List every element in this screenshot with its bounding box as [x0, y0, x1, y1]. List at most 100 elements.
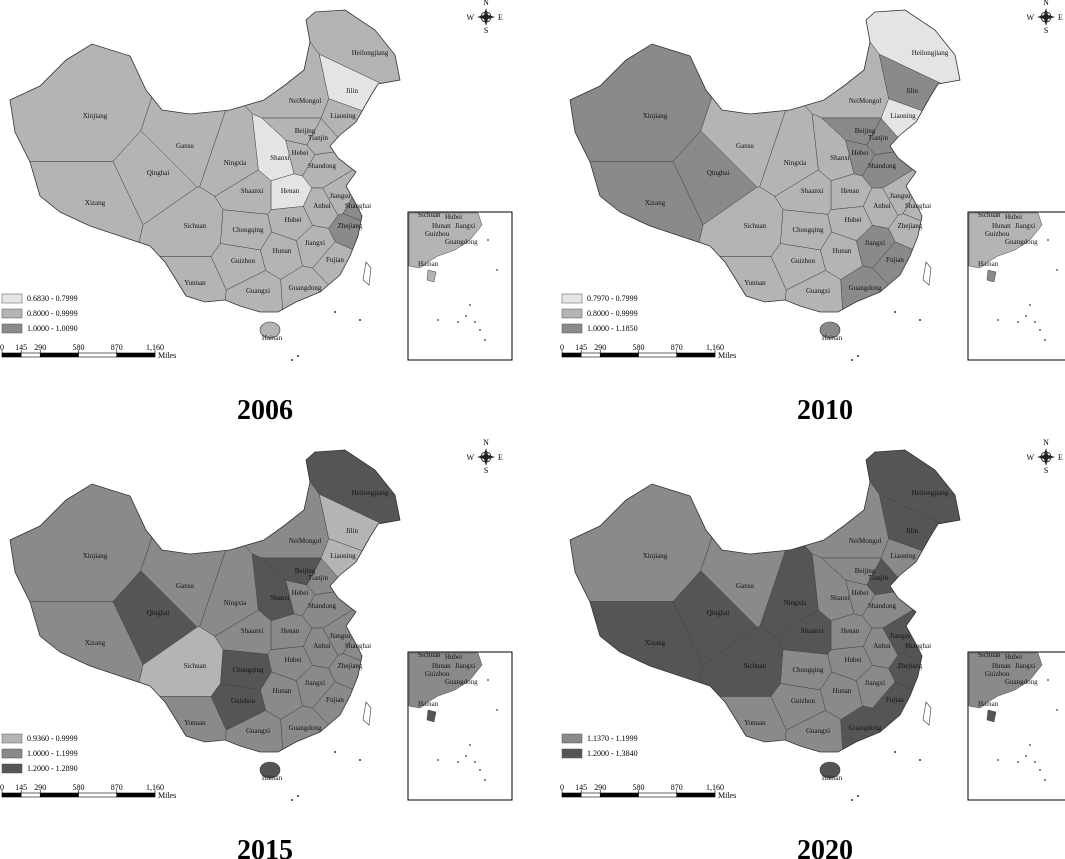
- province-label: Xinjiang: [643, 112, 668, 120]
- province: [320, 98, 400, 160]
- province-label: Hunan: [273, 247, 292, 255]
- hainan-outline: [259, 321, 281, 339]
- country-outline: [9, 449, 401, 753]
- province-label: NeiMongol: [289, 537, 321, 545]
- province-label: Anhui: [313, 642, 331, 650]
- island: [334, 751, 336, 753]
- panel-year: 2010: [797, 395, 853, 426]
- inset-island: [484, 339, 486, 341]
- inset-island: [479, 769, 481, 771]
- inset-island: [487, 239, 489, 241]
- inset-island: [474, 761, 476, 763]
- province-label: Shanghai: [345, 202, 371, 210]
- taiwan: [922, 261, 932, 286]
- province-label: Beijing: [855, 567, 876, 575]
- province-label: Yunnan: [744, 719, 766, 727]
- province: [199, 90, 259, 197]
- compass-label: W: [466, 453, 474, 462]
- legend-swatch: [1, 323, 23, 334]
- scale-segment: [561, 792, 582, 798]
- province-label: Hebei: [852, 589, 869, 597]
- legend-label: 1.0000 - 1.1850: [587, 324, 638, 333]
- province-label: Shanxi: [270, 154, 290, 162]
- province-label: Xizang: [645, 199, 666, 207]
- compass-label: E: [1058, 13, 1063, 22]
- province-label: Jilin: [346, 527, 359, 535]
- province-label: Xinjiang: [83, 552, 108, 560]
- province-label: Guangdong: [849, 284, 882, 292]
- inset-island: [484, 779, 486, 781]
- compass-rose: [477, 8, 495, 26]
- province: [759, 90, 819, 197]
- compass-label: N: [483, 438, 489, 447]
- legend-swatch: [1, 748, 23, 759]
- inset-label: Hunan: [432, 222, 451, 230]
- province-label: Shandong: [308, 162, 337, 170]
- compass-rose: [1037, 8, 1055, 26]
- province-label: Xizang: [85, 639, 106, 647]
- scale-label: 290: [34, 783, 46, 792]
- province-label: Zhejiang: [338, 222, 363, 230]
- inset-label: Guangdong: [1005, 678, 1038, 686]
- legend-swatch: [561, 733, 583, 744]
- province-label: Chongqing: [232, 666, 264, 674]
- map-panel: Heilongjiang Jilin Liaoning NeiMongol Xinjia…: [0, 438, 513, 859]
- scale-label: 1,160: [706, 783, 724, 792]
- scale-label: 290: [594, 343, 606, 352]
- inset-label: Jiangxi: [455, 222, 475, 230]
- province-label: Jiangsu: [890, 632, 912, 640]
- legend-swatch: [561, 293, 583, 304]
- legend-label: 1.0000 - 1.0090: [27, 324, 78, 333]
- inset-island: [1029, 304, 1031, 306]
- province-label: Shanghai: [905, 642, 931, 650]
- province-label: Shaanxi: [801, 187, 824, 195]
- province-label: Gansu: [176, 142, 194, 150]
- province-label: Liaoning: [890, 112, 916, 120]
- province-label: Hubei: [844, 216, 861, 224]
- inset-island: [479, 329, 481, 331]
- province-label: Jiangxi: [865, 679, 885, 687]
- map-panel: Heilongjiang Jilin Liaoning NeiMongol Xinjia…: [560, 0, 1065, 426]
- inset-label: Guangdong: [445, 678, 478, 686]
- province-label: NeiMongol: [849, 97, 881, 105]
- province-label: Guizhou: [791, 257, 816, 265]
- province-label: Guangxi: [806, 287, 830, 295]
- legend-label: 0.8000 - 0.9999: [27, 309, 78, 318]
- inset-island: [465, 315, 467, 317]
- province-label: Shaanxi: [801, 627, 824, 635]
- scale-unit: Miles: [718, 351, 736, 360]
- province-label: Guangxi: [806, 727, 830, 735]
- inset-land: [968, 212, 1043, 269]
- province-label: Hebei: [292, 589, 309, 597]
- inset-island: [465, 755, 467, 757]
- province-label: Tianjin: [308, 134, 328, 142]
- province-label: Shaanxi: [241, 187, 264, 195]
- inset-label: Hubei: [1005, 213, 1022, 221]
- province-label: NeiMongol: [849, 537, 881, 545]
- scale-segment: [1, 792, 22, 798]
- province-label: Tianjin: [868, 134, 888, 142]
- province-label: Hebei: [852, 149, 869, 157]
- compass-label: N: [1043, 438, 1049, 447]
- map-panel: Heilongjiang Jilin Liaoning NeiMongol Xinjia…: [560, 438, 1065, 859]
- scale-unit: Miles: [158, 351, 176, 360]
- compass-label: E: [498, 13, 503, 22]
- inset-island: [1039, 769, 1041, 771]
- province-label: Hainan: [262, 334, 283, 342]
- province-label: Jiangsu: [330, 632, 352, 640]
- province: [220, 209, 272, 251]
- province-label: Jiangsu: [330, 192, 352, 200]
- panel-year: 2015: [237, 835, 293, 859]
- province-label: Gansu: [176, 582, 194, 590]
- inset-island: [469, 744, 471, 746]
- scale-segment: [580, 792, 601, 798]
- province-label: Henan: [841, 627, 860, 635]
- compass: N S W E: [1026, 438, 1063, 475]
- province: [751, 310, 933, 338]
- scale-segment: [561, 352, 582, 358]
- scale-label: 145: [15, 783, 27, 792]
- inset-island: [496, 269, 498, 271]
- scale-label: 1,160: [146, 783, 164, 792]
- province-label: Shandong: [868, 162, 897, 170]
- compass: N S W E: [466, 0, 503, 35]
